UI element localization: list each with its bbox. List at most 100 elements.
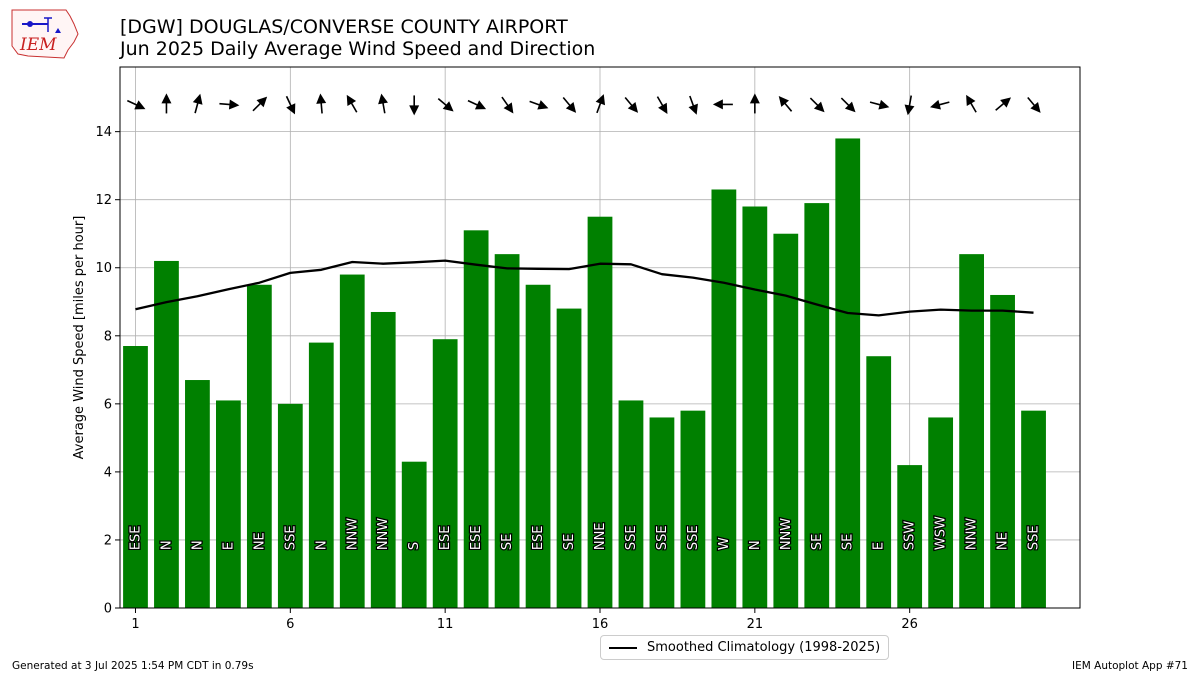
bar-day-23 (804, 203, 830, 608)
wind-arrow-icon (904, 95, 915, 116)
arrow-head (658, 102, 668, 114)
wind-arrow-icon (624, 97, 639, 113)
direction-label-day-11: ESE (438, 525, 453, 550)
bar-day-8 (339, 274, 365, 608)
direction-label-day-21: N (748, 540, 763, 550)
direction-label-day-8: NNW (345, 518, 360, 550)
arrow-head (316, 93, 327, 104)
arrow-head (878, 99, 890, 110)
wind-arrow-icon (595, 94, 606, 114)
direction-label-day-25: E (872, 542, 887, 550)
bar-day-21 (742, 206, 768, 608)
arrow-head (595, 94, 606, 106)
climatology-line (135, 259, 1034, 317)
bar-day-14 (525, 284, 551, 608)
arrow-head (904, 104, 915, 116)
direction-label-day-12: ESE (469, 525, 484, 550)
footer-generated: Generated at 3 Jul 2025 1:54 PM CDT in 0… (12, 660, 254, 672)
bar-day-19 (680, 410, 706, 608)
bar-day-9 (370, 311, 396, 608)
direction-label-day-1: ESE (128, 525, 143, 550)
x-tick-label: 26 (901, 617, 918, 632)
wind-arrow-icon (126, 99, 146, 110)
iem-logo: IEM (11, 9, 79, 59)
legend: Smoothed Climatology (1998-2025) (600, 635, 890, 660)
arrow-head (537, 100, 549, 110)
wind-arrow-icon (1027, 97, 1041, 113)
bar-day-11 (432, 339, 458, 608)
direction-label-day-13: SE (500, 534, 515, 550)
bar-day-16 (587, 216, 613, 608)
direction-label-day-4: E (221, 542, 236, 550)
y-tick-label: 14 (95, 125, 112, 140)
y-tick-label: 10 (95, 261, 112, 276)
wind-arrow-icon (285, 95, 296, 115)
arrow-shaft (869, 101, 881, 106)
bar-day-24 (835, 138, 861, 609)
wind-arrow-icon (467, 99, 487, 110)
arrow-head (134, 100, 146, 110)
direction-label-day-19: SSE (686, 525, 701, 550)
x-tick-label: 1 (131, 617, 139, 632)
bar-day-25 (866, 356, 892, 608)
bar-day-10 (401, 461, 427, 608)
bars (123, 138, 1046, 609)
arrow-shaft (840, 97, 850, 107)
bar-day-2 (154, 260, 179, 608)
logo-text: IEM (19, 35, 57, 55)
direction-label-day-23: SE (810, 534, 825, 550)
arrow-head (565, 101, 577, 113)
arrow-shaft (285, 95, 292, 107)
bar-day-12 (463, 230, 489, 609)
legend-label: Smoothed Climatology (1998-2025) (647, 640, 881, 655)
wind-arrow-icon (316, 93, 327, 114)
direction-label-day-22: NNW (779, 518, 794, 550)
bar-day-1 (123, 346, 148, 608)
arrow-head (1000, 97, 1012, 108)
direction-label-day-6: SSE (283, 525, 298, 550)
arrow-shaft (656, 96, 664, 107)
arrow-shaft (219, 102, 231, 106)
arrow-shaft (320, 102, 323, 114)
direction-label-day-15: SE (562, 534, 577, 550)
wind-arrow-icon (869, 99, 890, 110)
direction-label-day-10: S (407, 542, 422, 550)
arrow-head (749, 93, 760, 104)
direction-label-day-30: SSE (1027, 525, 1042, 550)
direction-label-day-27: WSW (934, 516, 949, 550)
direction-label-day-2: N (159, 540, 174, 550)
bar-day-22 (773, 233, 799, 608)
arrow-head (712, 99, 723, 110)
direction-label-day-3: N (190, 540, 205, 550)
y-tick-label: 8 (104, 329, 112, 344)
wind-arrow-icon (161, 93, 172, 114)
arrow-head (442, 101, 454, 112)
wind-arrow-icon (252, 96, 268, 112)
chart-title: [DGW] DOUGLAS/CONVERSE COUNTY AIRPORT (120, 16, 568, 38)
bar-day-5 (246, 284, 272, 608)
direction-label-day-20: W (717, 537, 732, 550)
direction-label-day-9: NNW (376, 518, 391, 550)
y-tick-label: 0 (104, 602, 112, 617)
arrow-shaft (1027, 97, 1036, 107)
wind-arrow-icon (437, 98, 454, 112)
wind-arrow-icon (219, 99, 240, 110)
arrow-shaft (194, 102, 199, 114)
bar-day-17 (618, 400, 644, 608)
wind-arrow-icon (809, 97, 825, 113)
arrow-head (192, 93, 203, 105)
arrow-head (286, 103, 296, 115)
direction-label-day-16: NNE (593, 522, 608, 550)
direction-labels: ESE N N E NE SSE N NNW NNW S ESE ESE SE ESE SE NNE SSE SS… (127, 515, 1042, 552)
arrow-head (966, 94, 976, 107)
wind-arrow-icon (688, 95, 698, 115)
bar-day-6 (277, 403, 303, 608)
bar-day-4 (216, 400, 241, 608)
bar-day-20 (711, 189, 737, 608)
direction-label-day-17: SSE (624, 525, 639, 550)
arrow-shaft (938, 101, 950, 106)
arrow-shaft (689, 95, 695, 107)
chart-subtitle: Jun 2025 Daily Average Wind Speed and Di… (120, 38, 596, 60)
arrow-head (688, 103, 698, 115)
